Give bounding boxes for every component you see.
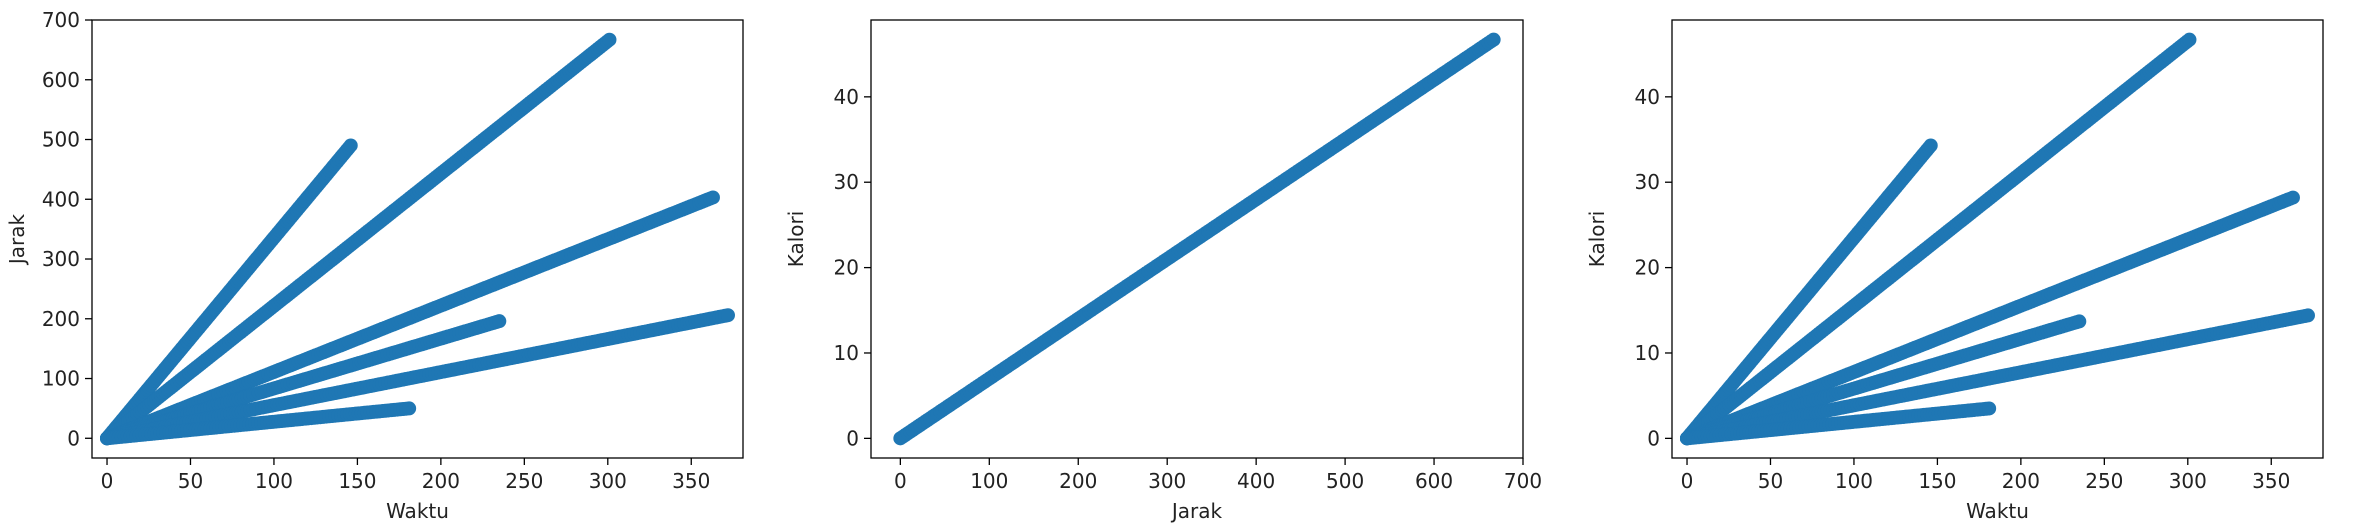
series-6 <box>100 401 417 446</box>
axes-frame <box>1671 19 2324 459</box>
y-tick-label: 100 <box>42 367 80 391</box>
x-tick-label: 250 <box>505 469 543 493</box>
data-point <box>402 401 417 416</box>
x-tick-label: 600 <box>1415 469 1453 493</box>
x-tick-label: 200 <box>1059 469 1097 493</box>
y-tick-label: 200 <box>42 307 80 331</box>
subplot-3: 0 50 100 150 200 250 300 350 0 10 20 30 40 Waktu Kalor… <box>1585 19 2324 523</box>
y-tick-label: 20 <box>1635 256 1660 280</box>
data-point <box>720 308 735 323</box>
data-point <box>1923 138 1938 153</box>
x-tick-label: 150 <box>1918 469 1956 493</box>
y-tick-label: 0 <box>67 426 80 450</box>
x-axis-label: Waktu <box>386 499 449 523</box>
y-tick-label: 30 <box>1635 170 1660 194</box>
y-tick-label: 400 <box>42 187 80 211</box>
y-tick-label: 0 <box>846 426 859 450</box>
data-point <box>1982 401 1997 416</box>
x-tick-label: 50 <box>1758 469 1783 493</box>
series-1 <box>893 32 1501 446</box>
y-tick-label: 10 <box>834 341 859 365</box>
data-point <box>343 138 358 153</box>
axes-frame <box>870 19 1524 459</box>
x-tick-label: 100 <box>970 469 1008 493</box>
y-tick-label: 500 <box>42 128 80 152</box>
data-point <box>602 32 617 47</box>
data-point <box>2285 190 2300 205</box>
x-tick-label: 400 <box>1237 469 1275 493</box>
y-axis-label: Kalori <box>1585 211 1609 268</box>
data-point <box>2300 308 2315 323</box>
data-point <box>1486 32 1501 47</box>
subplot-1: 0 50 100 150 200 250 300 350 0 100 200 300 400 500 600… <box>5 8 744 523</box>
y-tick-label: 300 <box>42 247 80 271</box>
y-tick-label: 30 <box>834 170 859 194</box>
x-tick-label: 150 <box>338 469 376 493</box>
x-axis-label: Waktu <box>1966 499 2029 523</box>
y-tick-label: 40 <box>834 85 859 109</box>
y-tick-label: 0 <box>1647 426 1660 450</box>
data-point <box>2072 314 2087 329</box>
x-tick-label: 300 <box>589 469 627 493</box>
x-tick-label: 0 <box>894 469 907 493</box>
x-tick-label: 300 <box>2169 469 2207 493</box>
series-2 <box>1680 32 2197 446</box>
x-tick-label: 250 <box>2085 469 2123 493</box>
y-tick-label: 10 <box>1635 341 1660 365</box>
x-tick-label: 700 <box>1504 469 1542 493</box>
x-tick-label: 300 <box>1148 469 1186 493</box>
series-2 <box>100 32 617 446</box>
subplot-2: 0 100 200 300 400 500 600 700 0 10 20 30 40 Jarak Kalo… <box>784 19 1542 523</box>
x-tick-label: 100 <box>1835 469 1873 493</box>
x-tick-label: 0 <box>101 469 114 493</box>
y-axis-label: Kalori <box>784 211 808 268</box>
x-tick-label: 100 <box>255 469 293 493</box>
series-6 <box>1680 401 1997 446</box>
data-point <box>492 314 507 329</box>
x-tick-label: 350 <box>672 469 710 493</box>
y-tick-label: 40 <box>1635 85 1660 109</box>
x-tick-label: 200 <box>422 469 460 493</box>
x-axis-label: Jarak <box>1170 499 1223 523</box>
x-tick-label: 0 <box>1681 469 1694 493</box>
y-axis-label: Jarak <box>5 213 29 266</box>
y-tick-label: 700 <box>42 8 80 32</box>
data-point <box>2182 32 2197 47</box>
y-tick-label: 600 <box>42 68 80 92</box>
data-point <box>705 190 720 205</box>
x-tick-label: 350 <box>2252 469 2290 493</box>
x-tick-label: 500 <box>1326 469 1364 493</box>
x-tick-label: 50 <box>178 469 203 493</box>
x-tick-label: 200 <box>2002 469 2040 493</box>
axes-frame <box>91 19 744 459</box>
y-tick-label: 20 <box>834 256 859 280</box>
